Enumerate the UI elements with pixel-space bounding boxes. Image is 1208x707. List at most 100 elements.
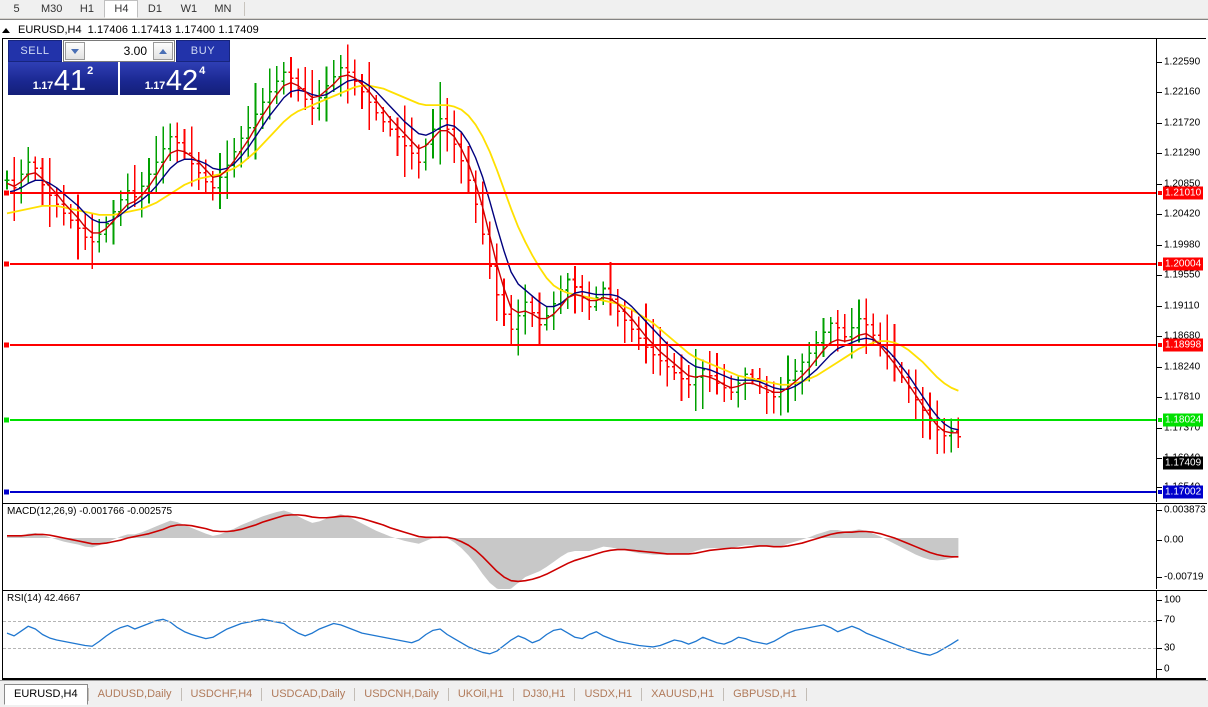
tab-separator bbox=[641, 687, 643, 701]
price-axis-tick bbox=[1157, 214, 1162, 215]
macd-axis-label: 0.00 bbox=[1164, 534, 1184, 546]
buy-price-prefix: 1.17 bbox=[144, 80, 166, 92]
rsi-axis-label: 30 bbox=[1164, 642, 1176, 654]
symbol-tab-dj30[interactable]: DJ30,H1 bbox=[522, 688, 566, 700]
rsi-axis-tick bbox=[1157, 669, 1162, 670]
level-handle-support-green[interactable] bbox=[3, 416, 10, 424]
tab-separator bbox=[805, 687, 807, 701]
chevron-up-icon bbox=[159, 48, 167, 54]
level-handle-support-blue[interactable] bbox=[3, 488, 10, 496]
price-axis-label: 1.17370 bbox=[1164, 422, 1201, 434]
price-axis-tick bbox=[1157, 245, 1162, 246]
axis-marker-resistance-2 bbox=[1157, 261, 1163, 267]
symbol-tab-usdcad[interactable]: USDCAD,Daily bbox=[271, 688, 346, 700]
timeframe-button-5[interactable]: 5 bbox=[13, 3, 20, 15]
plot-frame: 1.22590 1.22160 1.21720 1.21290 1.20850 1.204… bbox=[2, 38, 1207, 679]
volume-input[interactable]: 3.00 bbox=[123, 44, 147, 58]
one-click-trading-panel: SELL 3.00 BUY 1.17 41 2 bbox=[8, 40, 230, 95]
price-axis-label: 1.21290 bbox=[1164, 147, 1201, 159]
timeframe-button-h1[interactable]: H1 bbox=[79, 3, 94, 15]
rsi-axis-label: 70 bbox=[1164, 614, 1176, 626]
macd-axis-tick bbox=[1157, 540, 1162, 541]
symbol-tab-audusd[interactable]: AUDUSD,Daily bbox=[97, 688, 172, 700]
rsi-pane[interactable]: RSI(14) 42.4667 bbox=[3, 590, 1156, 678]
axis-marker-resistance-3 bbox=[1157, 342, 1163, 348]
price-axis-label: 1.19980 bbox=[1164, 239, 1201, 251]
sell-price-big: 41 bbox=[53, 65, 87, 96]
symbol-tab-usdx[interactable]: USDX,H1 bbox=[584, 688, 633, 700]
price-axis-tick bbox=[1157, 92, 1162, 93]
level-line-resistance-2[interactable] bbox=[3, 263, 1156, 265]
volume-decrease-button[interactable] bbox=[65, 42, 85, 60]
price-axis-tick bbox=[1157, 367, 1162, 368]
price-axis-tick bbox=[1157, 458, 1162, 459]
level-handle-resistance-3[interactable] bbox=[3, 341, 10, 349]
macd-pane[interactable]: MACD(12,26,9) -0.001766 -0.002575 bbox=[3, 503, 1156, 589]
symbol-tab-gbpusd[interactable]: GBPUSD,H1 bbox=[733, 688, 797, 700]
rsi-gridline-30 bbox=[3, 648, 1156, 650]
price-axis-tick bbox=[1157, 184, 1162, 185]
level-handle-resistance-2[interactable] bbox=[3, 260, 10, 268]
symbol-tab-eurusd[interactable]: EURUSD,H4 bbox=[4, 683, 88, 705]
timeframe-button-m30[interactable]: M30 bbox=[41, 3, 63, 15]
rsi-axis-label: 100 bbox=[1164, 594, 1181, 606]
tab-separator bbox=[512, 687, 514, 701]
price-axis-label: 1.18240 bbox=[1164, 361, 1201, 373]
price-axis-tick bbox=[1157, 153, 1162, 154]
price-badge-support-green: 1.18024 bbox=[1163, 413, 1204, 427]
rsi-axis-tick bbox=[1157, 648, 1162, 649]
level-handle-resistance-1[interactable] bbox=[3, 189, 10, 197]
level-line-resistance-3[interactable] bbox=[3, 344, 1156, 346]
collapse-triangle-icon[interactable] bbox=[2, 27, 10, 33]
buy-button[interactable]: BUY bbox=[176, 40, 230, 62]
buy-price-block[interactable]: 1.17 42 4 bbox=[120, 62, 230, 95]
macd-plot bbox=[7, 510, 959, 589]
tab-separator bbox=[87, 687, 89, 701]
timeframe-button-w1[interactable]: W1 bbox=[180, 3, 198, 15]
timeframe-toolbar: 5 M30 H1 H4 D1 W1 MN bbox=[0, 0, 1208, 19]
macd-axis-tick bbox=[1157, 577, 1162, 578]
symbol-tab-usdchf[interactable]: USDCHF,H4 bbox=[190, 688, 253, 700]
timeframe-button-mn[interactable]: MN bbox=[214, 3, 232, 15]
price-badge-resistance-3: 1.18998 bbox=[1163, 338, 1204, 352]
rsi-label: RSI(14) 42.4667 bbox=[7, 593, 81, 604]
price-axis-tick bbox=[1157, 487, 1162, 488]
toolbar-separator bbox=[244, 2, 246, 16]
sell-price-prefix: 1.17 bbox=[32, 80, 54, 92]
level-line-resistance-1[interactable] bbox=[3, 192, 1156, 194]
sell-button[interactable]: SELL bbox=[8, 40, 62, 62]
rsi-plot bbox=[6, 618, 959, 656]
chart-window: EURUSD,H4 1.17406 1.17413 1.17400 1.1740… bbox=[0, 19, 1208, 699]
tab-separator bbox=[354, 687, 356, 701]
rsi-gridline-70 bbox=[3, 620, 1156, 622]
price-axis-label: 1.21720 bbox=[1164, 117, 1201, 129]
sell-price-block[interactable]: 1.17 41 2 bbox=[8, 62, 118, 95]
macd-axis: 0.003873 0.00 -0.00719 bbox=[1156, 503, 1207, 589]
level-line-support-blue[interactable] bbox=[3, 491, 1156, 493]
price-axis-tick bbox=[1157, 275, 1162, 276]
timeframe-button-d1[interactable]: D1 bbox=[147, 3, 162, 15]
price-axis-tick bbox=[1157, 306, 1162, 307]
trade-panel-prices: 1.17 41 2 1.17 42 4 bbox=[8, 62, 230, 95]
price-badge-resistance-1: 1.21010 bbox=[1163, 186, 1204, 200]
symbol-tab-usdcnh[interactable]: USDCNH,Daily bbox=[364, 688, 439, 700]
macd-axis-tick bbox=[1157, 510, 1162, 511]
tab-separator bbox=[574, 687, 576, 701]
price-badge-support-blue: 1.17002 bbox=[1163, 485, 1204, 499]
price-axis-label: 1.20420 bbox=[1164, 208, 1201, 220]
price-axis-label: 1.19110 bbox=[1164, 300, 1200, 312]
tab-separator bbox=[447, 687, 449, 701]
axis-marker-support-green bbox=[1157, 417, 1163, 423]
macd-label: MACD(12,26,9) -0.001766 -0.002575 bbox=[7, 506, 173, 517]
price-axis[interactable]: 1.22590 1.22160 1.21720 1.21290 1.20850 1.204… bbox=[1156, 39, 1207, 502]
symbol-tab-ukoil[interactable]: UKOil,H1 bbox=[457, 688, 504, 700]
volume-increase-button[interactable] bbox=[153, 42, 173, 60]
price-axis-label: 1.19550 bbox=[1164, 269, 1201, 281]
volume-stepper[interactable]: 3.00 bbox=[63, 40, 175, 62]
price-pane[interactable] bbox=[3, 39, 1156, 502]
timeframe-button-h4[interactable]: H4 bbox=[104, 0, 139, 18]
macd-axis-label: 0.003873 bbox=[1164, 504, 1206, 516]
symbol-tab-xauusd[interactable]: XAUUSD,H1 bbox=[651, 688, 715, 700]
level-line-support-green[interactable] bbox=[3, 419, 1156, 421]
